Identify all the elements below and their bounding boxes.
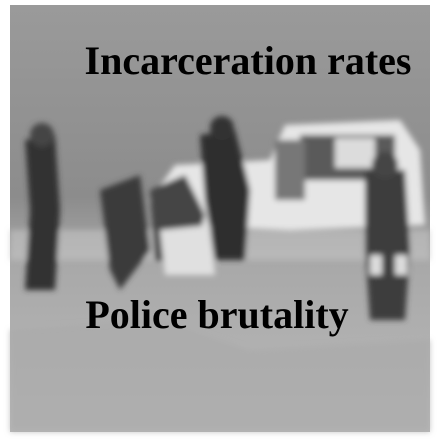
bottom-caption: Police brutality bbox=[85, 292, 348, 337]
top-caption: Incarceration rates bbox=[85, 38, 412, 83]
meme-image: Incarceration rates Police brutality bbox=[0, 0, 439, 441]
